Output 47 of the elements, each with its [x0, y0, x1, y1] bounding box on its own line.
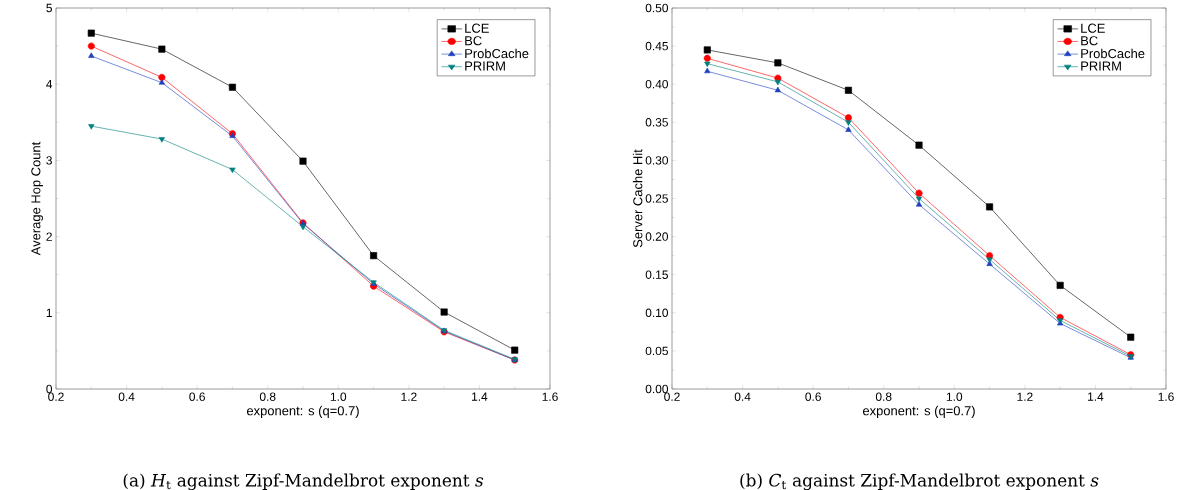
- legend-label: PRIRM: [1081, 61, 1121, 71]
- y-tick-label: 0.15: [645, 270, 668, 279]
- x-tick-label: 1.2: [401, 392, 417, 401]
- text: (b) C$_{t}$ against Zipf-Mandelbrot exponent s: [740, 473, 1099, 490]
- x-axis-title: exponent: s (q=0.7): [862, 405, 975, 418]
- y-tick-label: 2: [46, 232, 52, 241]
- x-tick-label: 1.0: [330, 392, 347, 401]
- y-tick-label: 0.10: [645, 308, 669, 318]
- y-tick-label: 3: [46, 156, 52, 165]
- y-tick-label: 0.20: [645, 232, 669, 241]
- y-tick-label: 0.25: [645, 194, 668, 203]
- y-tick-label: 1: [46, 308, 52, 317]
- legend-label: PRIRM: [465, 61, 505, 71]
- y-tick-label: 0.50: [645, 3, 669, 13]
- legend-label: BC: [465, 36, 482, 46]
- x-tick-label: 0.2: [48, 392, 64, 401]
- x-tick-label: 0.8: [259, 392, 276, 401]
- x-tick-label: 0.6: [189, 392, 205, 401]
- legend-label: ProbCache: [1081, 48, 1145, 59]
- y-tick-label: 4: [46, 80, 53, 89]
- legend-label: LCE: [465, 23, 489, 33]
- text: (a) H$_{t}$ against Zipf-Mandelbrot exponent s: [123, 473, 484, 490]
- y-axis-title: Average Hop Count: [31, 141, 43, 256]
- x-tick-label: 0.4: [118, 392, 135, 401]
- x-tick-label: 1.0: [946, 392, 963, 401]
- x-tick-label: 0.8: [875, 392, 892, 401]
- y-tick-label: 0.30: [645, 156, 669, 165]
- x-tick-label: 0.6: [805, 392, 821, 401]
- y-tick-label: 5: [46, 3, 52, 13]
- y-tick-label: 0.40: [645, 79, 669, 89]
- x-tick-label: 1.4: [472, 392, 488, 401]
- legend-label: BC: [1081, 36, 1098, 46]
- y-tick-label: 0.45: [645, 41, 668, 51]
- y-tick-label: 0: [46, 384, 53, 394]
- legend-label: LCE: [1081, 23, 1105, 33]
- y-tick-label: 0.00: [645, 384, 669, 394]
- x-axis-title: exponent: s (q=0.7): [246, 405, 359, 418]
- x-tick-label: 1.6: [542, 392, 558, 401]
- x-tick-label: 1.4: [1088, 392, 1104, 401]
- legend-label: ProbCache: [465, 48, 529, 59]
- y-tick-label: 0.05: [645, 346, 668, 356]
- y-tick-label: 0.35: [645, 118, 668, 127]
- y-axis-title: Server Cache Hit: [632, 149, 643, 248]
- x-tick-label: 0.2: [664, 392, 680, 401]
- x-tick-label: 0.4: [734, 392, 751, 401]
- x-tick-label: 1.6: [1158, 392, 1174, 401]
- x-tick-label: 1.2: [1017, 392, 1033, 401]
